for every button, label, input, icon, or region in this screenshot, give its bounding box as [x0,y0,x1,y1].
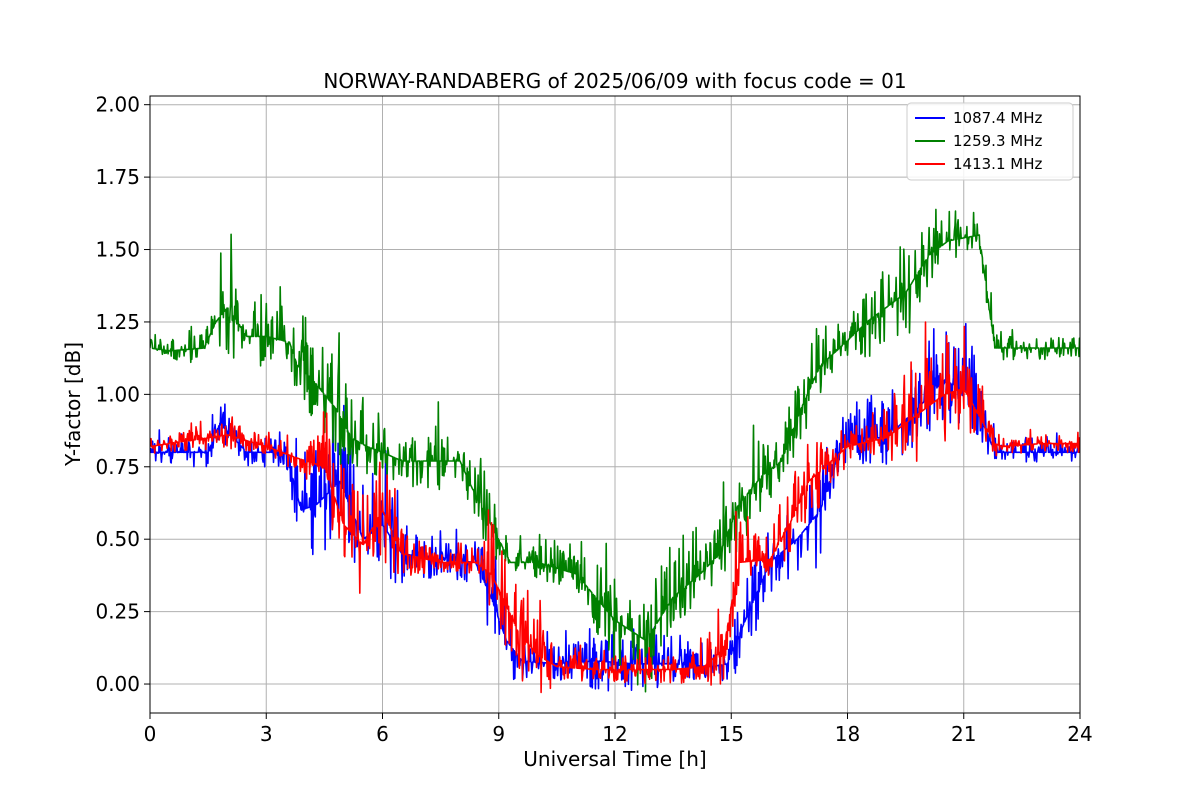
legend-label: 1087.4 MHz [953,109,1042,127]
chart-title: NORWAY-RANDABERG of 2025/06/09 with focu… [323,69,906,93]
legend-label: 1259.3 MHz [953,132,1042,150]
x-tick-label: 21 [951,722,976,746]
y-tick-label: 1.25 [95,310,140,334]
y-axis-label: Y-factor [dB] [61,342,85,467]
y-tick-label: 2.00 [95,93,140,117]
x-tick-label: 9 [492,722,505,746]
x-axis-label: Universal Time [h] [523,747,706,771]
x-tick-label: 6 [376,722,389,746]
x-tick-label: 15 [719,722,744,746]
x-tick-label: 3 [260,722,273,746]
x-tick-label: 18 [835,722,860,746]
y-tick-label: 1.75 [95,165,140,189]
x-tick-label: 12 [602,722,627,746]
x-tick-label: 24 [1067,722,1092,746]
y-tick-label: 0.50 [95,527,140,551]
legend-box [906,102,1074,181]
series-line [150,208,1080,693]
legend-label: 1413.1 MHz [953,155,1042,173]
y-tick-label: 1.00 [95,382,140,406]
y-tick-label: 0.75 [95,455,140,479]
series-line [150,321,1080,694]
y-tick-label: 0.00 [95,672,140,696]
series-layer [150,208,1080,694]
y-tick-label: 0.25 [95,600,140,624]
axis-ticks: 0 3 6 9 12 15 18 21 24 0.00 0.25 0.50 0.75 1.00 1.25 1.… [95,93,1092,746]
legend: 1087.4 MHz 1259.3 MHz 1413.1 MHz [906,102,1074,181]
y-tick-label: 1.50 [95,238,140,262]
x-tick-label: 0 [144,722,157,746]
